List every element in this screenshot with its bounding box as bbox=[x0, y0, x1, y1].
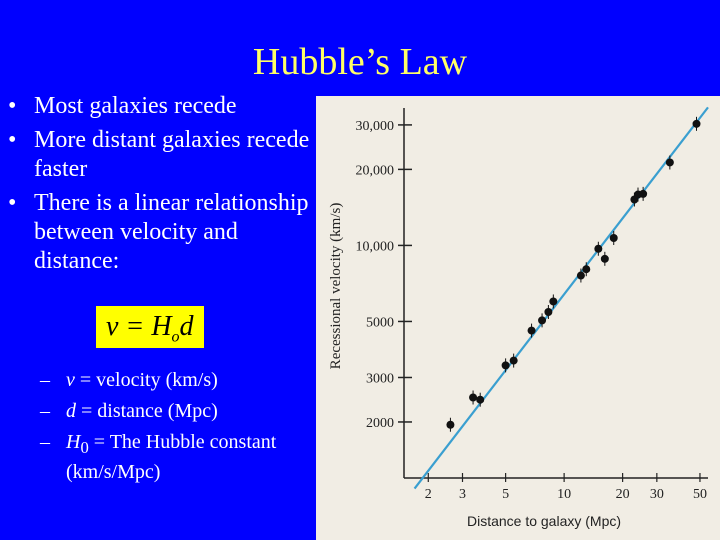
data-point bbox=[501, 361, 510, 370]
data-point bbox=[476, 395, 485, 404]
bullet-list: • Most galaxies recede • More distant gala… bbox=[8, 92, 328, 281]
y-axis-label: Recessional velocity (km/s) bbox=[328, 203, 344, 370]
data-point bbox=[600, 254, 609, 263]
sub-bullet-dash: – bbox=[40, 400, 50, 422]
definition-item: – H0 = The Hubble constant (km/s/Mpc) bbox=[40, 430, 330, 485]
y-tick-label: 10,000 bbox=[356, 239, 395, 254]
y-tick-label: 20,000 bbox=[356, 163, 395, 178]
data-point bbox=[639, 189, 648, 198]
sub-bullet-dash: – bbox=[40, 369, 50, 391]
x-tick-label: 30 bbox=[650, 487, 664, 502]
x-tick-label: 2 bbox=[425, 487, 432, 502]
y-tick-label: 5000 bbox=[366, 315, 394, 330]
x-tick-label: 20 bbox=[616, 487, 630, 502]
formula-rhs: d bbox=[179, 311, 194, 342]
x-tick-label: 50 bbox=[693, 487, 707, 502]
data-point bbox=[576, 271, 585, 280]
hubble-diagram-panel: 2000 3000 5000 10,000 20,000 30,000 2 3 5 10 20 30 5… bbox=[316, 96, 720, 540]
definition-list: – v = velocity (km/s) – d = distance (Mpc)… bbox=[40, 368, 330, 491]
data-point bbox=[527, 326, 536, 335]
y-tick-label: 3000 bbox=[366, 371, 394, 386]
bullet-item: • There is a linear relationship between … bbox=[8, 189, 328, 276]
definition-symbol: d bbox=[66, 400, 76, 422]
points-layer bbox=[446, 116, 701, 432]
y-tick-label: 2000 bbox=[366, 416, 394, 431]
data-point bbox=[594, 244, 603, 253]
formula-lhs: v = H bbox=[106, 311, 172, 342]
data-point bbox=[582, 265, 591, 274]
definition-item: – v = velocity (km/s) bbox=[40, 368, 330, 393]
data-point bbox=[549, 297, 558, 306]
bullet-item: • Most galaxies recede bbox=[8, 92, 328, 121]
bullet-text: More distant galaxies recede faster bbox=[34, 127, 310, 182]
definition-subscript: 0 bbox=[80, 438, 89, 457]
definition-item: – d = distance (Mpc) bbox=[40, 399, 330, 424]
bullet-dot: • bbox=[8, 93, 17, 119]
definition-text: = velocity (km/s) bbox=[74, 369, 218, 391]
axes-layer: 2000 3000 5000 10,000 20,000 30,000 2 3 5 10 20 30 5… bbox=[356, 108, 708, 502]
fit-layer bbox=[413, 106, 709, 490]
bullet-item: • More distant galaxies recede faster bbox=[8, 126, 328, 184]
data-point bbox=[538, 316, 547, 325]
x-tick-label: 5 bbox=[502, 487, 509, 502]
x-tick-label: 10 bbox=[557, 487, 571, 502]
data-point bbox=[609, 233, 618, 242]
data-point bbox=[469, 393, 478, 402]
data-point bbox=[446, 420, 455, 429]
formula-subscript: o bbox=[171, 328, 180, 346]
bullet-text: There is a linear relationship between v… bbox=[34, 190, 309, 274]
x-tick-label: 3 bbox=[459, 487, 466, 502]
sub-bullet-dash: – bbox=[40, 431, 50, 453]
definition-text: = The Hubble constant (km/s/Mpc) bbox=[66, 431, 277, 483]
bullet-dot: • bbox=[8, 190, 17, 216]
data-point bbox=[665, 158, 674, 167]
data-point bbox=[544, 308, 553, 317]
bullet-text: Most galaxies recede bbox=[34, 93, 237, 119]
fit-line bbox=[413, 106, 709, 490]
data-point bbox=[509, 356, 518, 365]
hubble-formula: v = Hod bbox=[96, 306, 204, 348]
hubble-scatter-chart: 2000 3000 5000 10,000 20,000 30,000 2 3 5 10 20 30 5… bbox=[328, 106, 709, 529]
y-tick-label: 30,000 bbox=[356, 119, 395, 134]
definition-symbol: v bbox=[66, 369, 75, 391]
slide-title: Hubble’s Law bbox=[252, 41, 468, 83]
definition-symbol: H bbox=[66, 431, 81, 453]
x-axis-label: Distance to galaxy (Mpc) bbox=[467, 513, 621, 529]
definition-text: = distance (Mpc) bbox=[76, 400, 218, 422]
data-point bbox=[692, 119, 701, 128]
bullet-dot: • bbox=[8, 127, 17, 153]
